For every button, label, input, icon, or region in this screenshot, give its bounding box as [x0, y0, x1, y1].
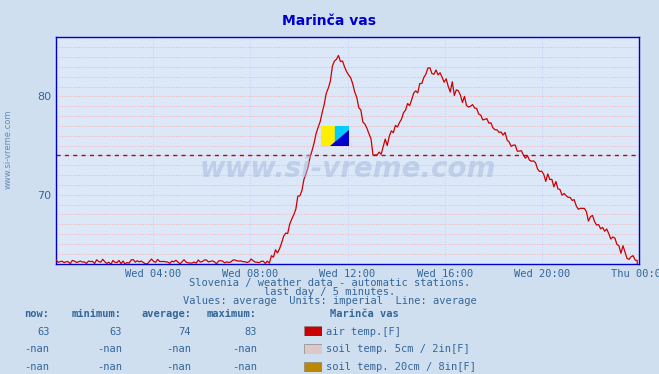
Text: -nan: -nan: [24, 362, 49, 373]
Text: Slovenia / weather data - automatic stations.: Slovenia / weather data - automatic stat…: [189, 278, 470, 288]
Text: now:: now:: [24, 309, 49, 319]
Text: -nan: -nan: [232, 344, 257, 355]
Text: 83: 83: [244, 327, 257, 337]
Text: 63: 63: [37, 327, 49, 337]
Text: minimum:: minimum:: [72, 309, 122, 319]
Text: -nan: -nan: [166, 344, 191, 355]
Text: -nan: -nan: [97, 344, 122, 355]
Text: average:: average:: [141, 309, 191, 319]
Text: -nan: -nan: [166, 362, 191, 373]
Bar: [322, 126, 335, 146]
Bar: [335, 126, 349, 146]
Text: maximum:: maximum:: [207, 309, 257, 319]
Text: -nan: -nan: [24, 344, 49, 355]
Text: www.si-vreme.com: www.si-vreme.com: [200, 154, 496, 183]
Text: Values: average  Units: imperial  Line: average: Values: average Units: imperial Line: av…: [183, 296, 476, 306]
Text: air temp.[F]: air temp.[F]: [326, 327, 401, 337]
Text: -nan: -nan: [97, 362, 122, 373]
Text: soil temp. 20cm / 8in[F]: soil temp. 20cm / 8in[F]: [326, 362, 476, 373]
Text: Marinča vas: Marinča vas: [330, 309, 398, 319]
Text: soil temp. 5cm / 2in[F]: soil temp. 5cm / 2in[F]: [326, 344, 470, 355]
Polygon shape: [330, 130, 349, 146]
Text: Marinča vas: Marinča vas: [283, 14, 376, 28]
Text: 74: 74: [179, 327, 191, 337]
Text: 63: 63: [109, 327, 122, 337]
Text: -nan: -nan: [232, 362, 257, 373]
Text: last day / 5 minutes.: last day / 5 minutes.: [264, 287, 395, 297]
Text: www.si-vreme.com: www.si-vreme.com: [4, 110, 13, 189]
